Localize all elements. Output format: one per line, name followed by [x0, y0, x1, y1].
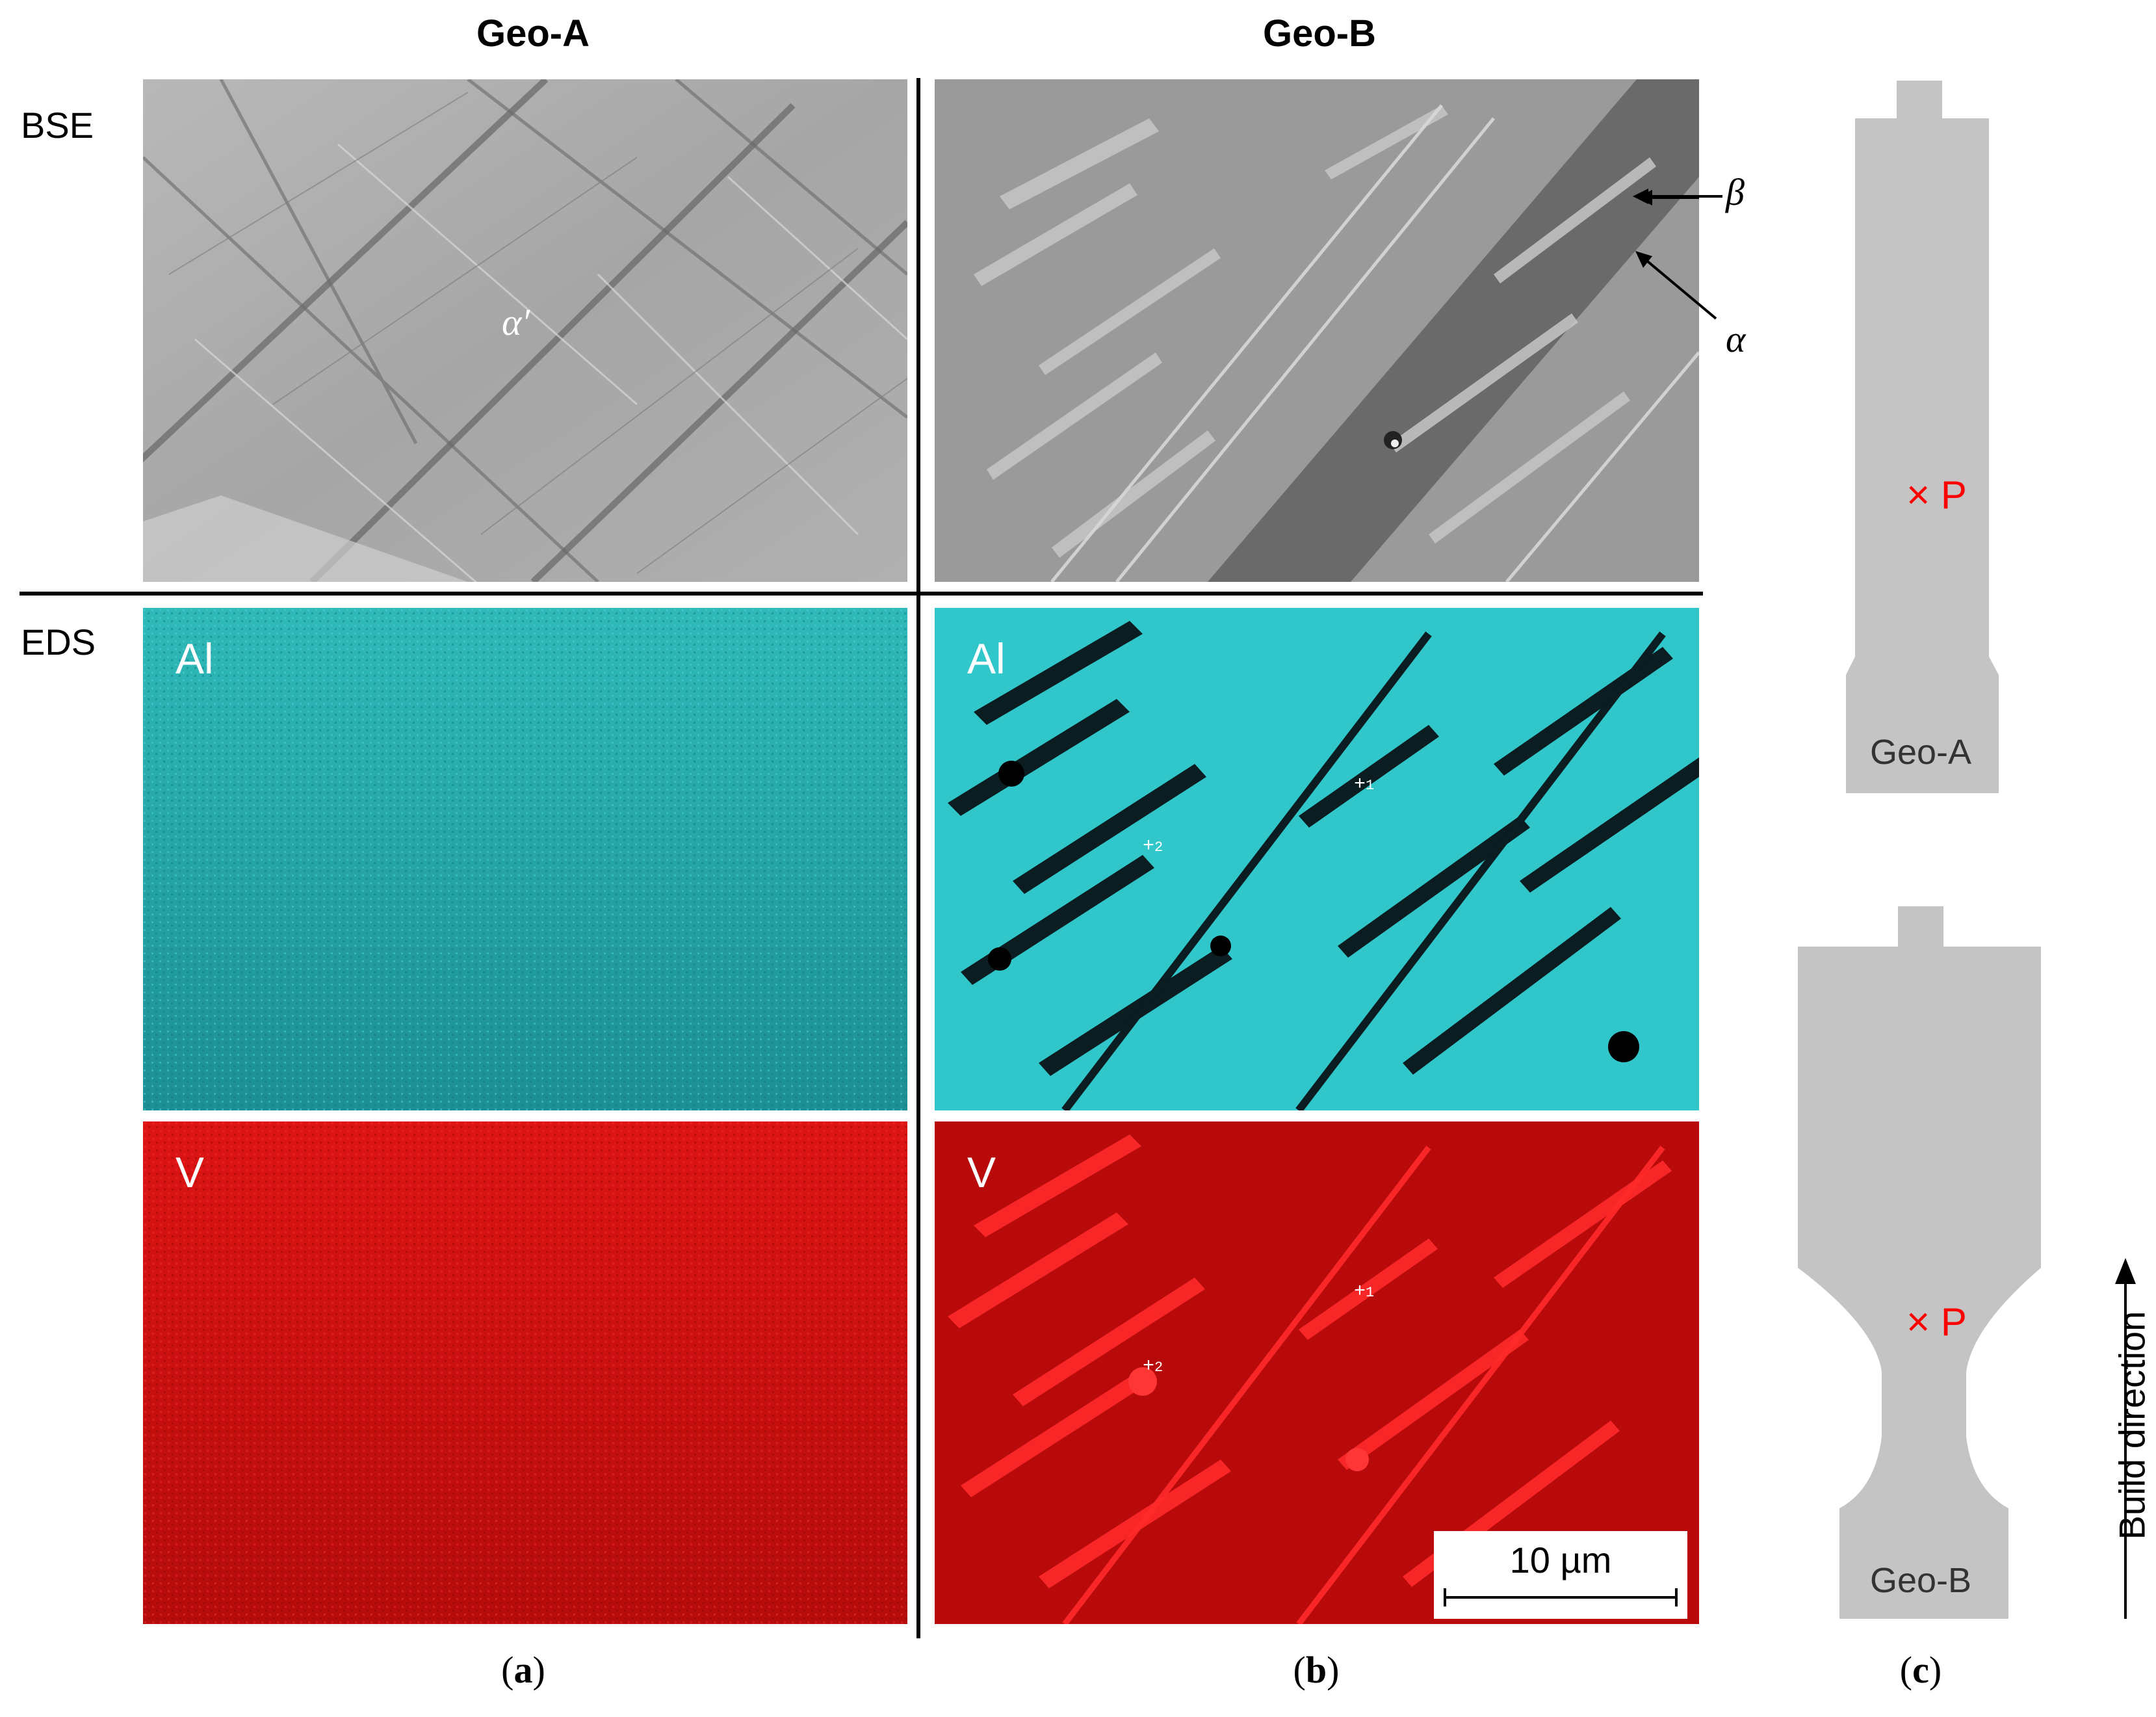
specimen-geo-a-point-marker: × P: [1906, 473, 1967, 518]
annotation-alpha: α: [1726, 318, 1746, 360]
bse-image-geo-a: α′: [143, 79, 907, 582]
map-label-v-geo-a: V: [175, 1148, 205, 1196]
vertical-divider: [916, 78, 920, 1638]
annotation-arrows: [1633, 189, 1722, 320]
point-marker-1-v: +1: [1354, 1281, 1375, 1303]
column-title-geo-b: Geo-B: [1263, 12, 1376, 55]
eds-al-map-geo-a: Al: [143, 608, 907, 1110]
specimen-geo-b-label: Geo-B: [1869, 1561, 1972, 1600]
point-marker-2-al: +2: [1143, 835, 1163, 858]
specimen-geo-b-point-marker: × P: [1906, 1300, 1967, 1344]
map-label-v-geo-b: V: [967, 1148, 996, 1196]
specimen-geo-a-label: Geo-A: [1869, 733, 1972, 772]
subfigure-label-b: (b): [1293, 1649, 1340, 1691]
eds-al-map-geo-b: Al +1 +2: [935, 608, 1699, 1110]
specimen-geo-a-diagram: [1846, 81, 1999, 793]
row-label-bse: BSE: [21, 105, 94, 146]
annotation-alpha-prime: α′: [502, 301, 530, 343]
subfigure-label-c: (c): [1899, 1649, 1942, 1691]
map-label-al-geo-b: Al: [967, 635, 1006, 683]
column-title-geo-a: Geo-A: [476, 12, 590, 55]
horizontal-divider: [19, 592, 1703, 596]
scale-bar: 10 µm: [1434, 1531, 1687, 1619]
subfigure-label-a: (a): [501, 1649, 545, 1691]
map-label-al-geo-a: Al: [175, 635, 214, 683]
annotation-beta: β: [1726, 171, 1745, 213]
scale-bar-line: [1444, 1596, 1678, 1599]
eds-v-map-geo-b: V +1 +2 10 µm: [935, 1121, 1699, 1624]
bse-image-geo-b: [935, 79, 1699, 582]
build-direction-arrow: [2115, 1258, 2136, 1619]
row-label-eds: EDS: [21, 622, 96, 662]
scale-bar-label: 10 µm: [1509, 1540, 1612, 1580]
point-marker-1-al: +1: [1354, 774, 1375, 796]
specimen-geo-b-diagram: [1798, 906, 2041, 1619]
build-direction-label: Build direction: [2111, 1311, 2153, 1540]
eds-v-map-geo-a: V: [143, 1121, 907, 1624]
point-marker-2-v: +2: [1143, 1356, 1163, 1378]
